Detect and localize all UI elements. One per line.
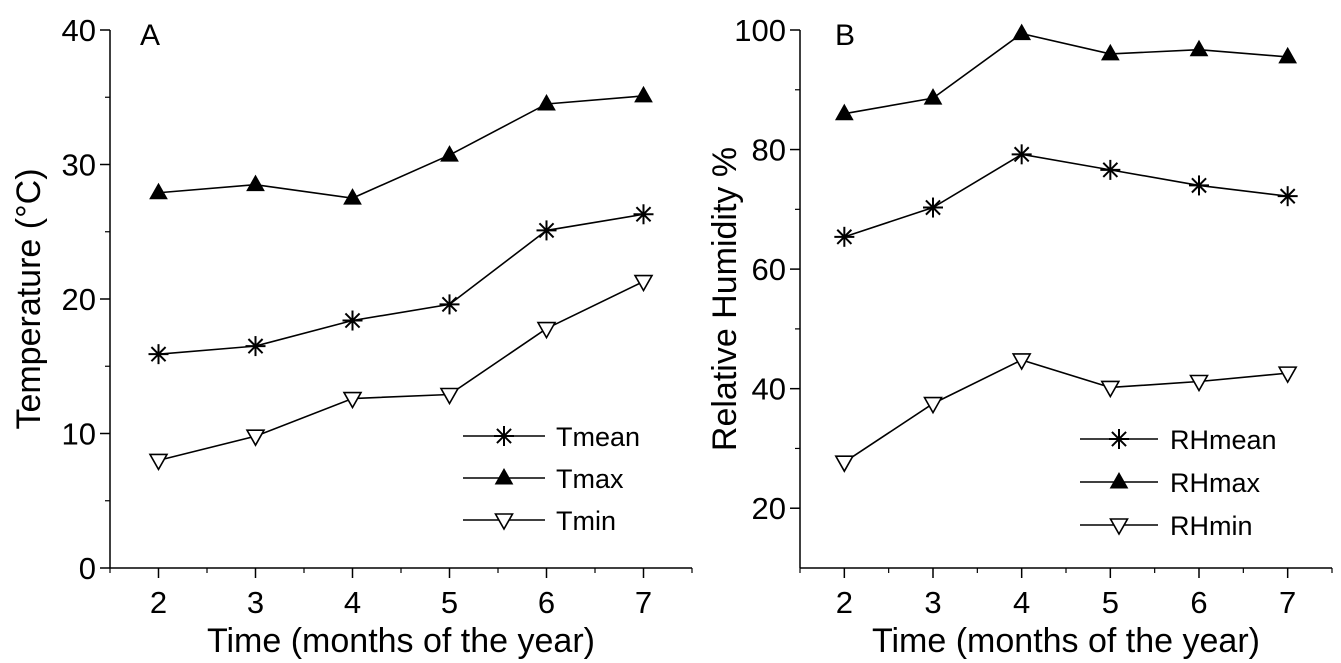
panel-b-point-rhmean <box>1011 144 1032 165</box>
panel-a-point-tmean <box>148 344 169 365</box>
panel-a-point-tmean <box>245 336 266 357</box>
panel-b-point-rhmean <box>1189 175 1209 196</box>
panel-a-y-tick-label: 0 <box>79 551 96 586</box>
legend-label-rhmax: RHmax <box>1170 468 1261 498</box>
panel-a-series-line-tmax <box>158 95 644 199</box>
legend-marker-rhmean <box>1109 429 1129 449</box>
panel-a-point-tmin <box>439 387 460 406</box>
panel-a-point-tmean <box>633 204 654 225</box>
panel-b-point-rhmax <box>1012 23 1032 41</box>
panel-b-point-rhmax <box>923 88 943 105</box>
panel-b-point-rhmax <box>1189 39 1209 57</box>
legend-marker-tmax <box>494 467 514 485</box>
panel-a-point-tmax <box>634 85 653 103</box>
panel-a-y-tick-label: 20 <box>62 282 96 317</box>
panel-b-point-rhmin <box>1011 353 1032 371</box>
legend-label-tmin: Tmin <box>556 506 616 536</box>
panel-a-point-tmin <box>633 274 654 293</box>
legend-marker-tmean <box>494 426 514 446</box>
panel-b-y-tick-label: 80 <box>752 133 786 168</box>
panel-b-point-rhmax <box>834 103 854 121</box>
panel-b-legend: RHmean RHmax RHmin <box>1080 425 1277 541</box>
panel-a-point-tmax <box>246 174 265 192</box>
panel-a-x-tick-label: 5 <box>441 585 458 620</box>
panel-a-panel-letter: A <box>140 19 160 52</box>
panel-a-point-tmean <box>536 220 557 241</box>
panel-a-x-tick-label: 3 <box>247 585 264 620</box>
panel-a-point-tmin <box>536 321 557 340</box>
panel-a-point-tmax <box>537 93 556 111</box>
panel-a-x-tick-label: 4 <box>344 585 361 620</box>
panel-b-x-axis-title: Time (months of the year) <box>872 622 1260 660</box>
panel-a-point-tmin <box>245 429 266 447</box>
legend-label-rhmin: RHmin <box>1170 511 1253 541</box>
panel-b-point-rhmean <box>1277 186 1298 207</box>
panel-b-point-rhmin <box>834 455 855 473</box>
panel-a-point-tmax <box>440 145 459 162</box>
panel-b-y-axis-title: Relative Humidity % <box>706 147 744 451</box>
panel-b-y-tick-label: 40 <box>752 372 786 407</box>
legend-marker-rhmin <box>1109 518 1129 536</box>
panel-b-x-tick-label: 5 <box>1102 585 1119 620</box>
panel-b-y-tick-label: 60 <box>752 252 786 287</box>
panel-b-x-tick-label: 3 <box>924 585 941 620</box>
panel-b-point-rhmean <box>1100 159 1121 180</box>
panel-a-x-tick-label: 6 <box>538 585 555 620</box>
panel-a-temperature-chart: 0 10 20 30 40 2 3 4 5 6 7 Time (months of the year)… <box>10 13 693 660</box>
legend-label-tmax: Tmax <box>556 464 624 494</box>
panel-a-legend: Tmean Tmax Tmin <box>463 422 640 536</box>
panel-b-humidity-chart: 20 40 60 80 100 2 3 4 5 6 7 Time (months of the yea… <box>706 13 1333 660</box>
panel-b-point-rhmean <box>923 197 943 218</box>
panel-b-point-rhmin <box>1189 374 1209 393</box>
panel-a-point-tmean <box>342 310 363 331</box>
legend-label-rhmean: RHmean <box>1170 425 1277 455</box>
panel-b-panel-letter: B <box>835 19 855 52</box>
panel-b-series-line-rhmin <box>843 359 1288 463</box>
panel-a-y-axis-title: Temperature (°C) <box>10 168 48 429</box>
legend-marker-rhmax <box>1109 471 1129 489</box>
panel-a-y-tick-label: 40 <box>62 13 96 48</box>
panel-a-x-tick-label: 7 <box>635 585 652 620</box>
panel-a-series-line-tmin <box>158 280 644 462</box>
panel-a-series-line-tmean <box>158 213 644 355</box>
panel-b-y-tick-label: 100 <box>734 13 786 48</box>
panel-b-point-rhmean <box>834 226 855 247</box>
panel-a-point-tmin <box>342 391 363 410</box>
panel-b-series-line-rhmax <box>844 32 1288 115</box>
panel-a-point-tmin <box>148 453 169 472</box>
panel-b-point-rhmin <box>923 396 943 415</box>
panel-a-y-tick-label: 10 <box>62 417 96 452</box>
legend-marker-tmin <box>494 513 514 531</box>
panel-a-y-tick-label: 30 <box>62 148 96 183</box>
panel-a-point-tmax <box>149 182 168 200</box>
panel-b-point-rhmax <box>1278 46 1298 64</box>
panel-b-x-tick-label: 2 <box>836 585 853 620</box>
panel-a-point-tmax <box>343 188 362 205</box>
panel-b-point-rhmin <box>1100 380 1121 399</box>
panel-b-series-line-rhmean <box>844 153 1288 238</box>
legend-label-tmean: Tmean <box>556 422 640 452</box>
panel-b-point-rhmin <box>1277 366 1298 384</box>
panel-b-x-tick-label: 7 <box>1279 585 1296 620</box>
panel-a-x-tick-label: 2 <box>150 585 167 620</box>
panel-b-point-rhmax <box>1100 43 1120 61</box>
panel-a-x-axis-title: Time (months of the year) <box>207 622 595 660</box>
panel-a-point-tmean <box>439 294 460 315</box>
panel-b-x-tick-label: 6 <box>1190 585 1207 620</box>
panel-b-y-tick-label: 20 <box>752 491 786 526</box>
panel-b-x-tick-label: 4 <box>1013 585 1030 620</box>
